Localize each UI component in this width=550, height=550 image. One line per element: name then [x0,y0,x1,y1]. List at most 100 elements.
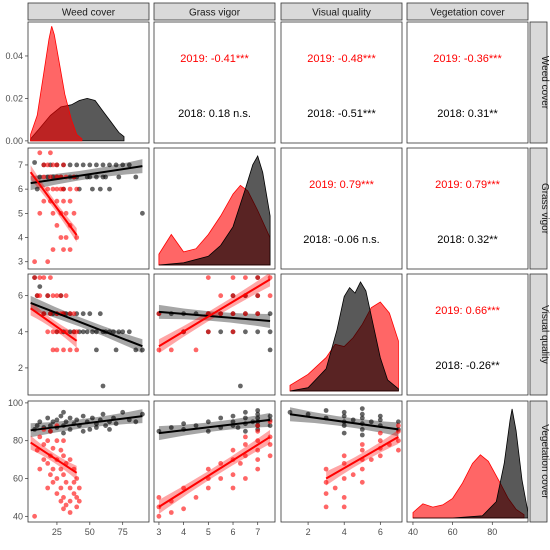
x-tick-label: 3 [156,527,161,537]
point-2018 [218,329,224,335]
point-2018 [305,411,311,417]
fit-line-2018 [30,415,143,432]
point-2019 [359,466,365,472]
point-2019 [156,513,162,519]
point-2018 [97,311,103,317]
point-2019 [58,293,64,299]
point-2019 [61,453,66,459]
point-2018 [267,311,273,317]
point-2018 [368,419,374,425]
point-2019 [50,293,56,299]
point-2019 [323,491,329,496]
point-2018 [103,423,108,428]
strip-right-weed-cover [529,21,548,144]
point-2019 [67,186,73,192]
point-2019 [67,347,73,353]
point-2019 [67,457,73,462]
point-2019 [54,223,60,228]
point-2018 [359,411,365,417]
fit-line-2019 [325,436,399,480]
point-2019 [205,485,211,491]
point-2019 [230,275,236,280]
fit-line-2018 [158,418,271,435]
point-2019 [61,162,66,168]
point-2018 [238,383,243,389]
point-2019 [48,150,53,156]
point-2019 [61,438,66,444]
point-2018 [341,409,347,415]
point-2018 [61,409,66,415]
point-2019 [48,311,53,317]
point-2018 [323,408,329,413]
point-2018 [113,162,119,168]
point-2019 [61,247,66,253]
point-2019 [58,235,64,240]
point-2018 [63,419,69,425]
point-2019 [359,479,365,485]
point-2018 [84,329,90,335]
point-2019 [45,329,51,335]
point-2018 [100,174,106,180]
point-2018 [133,347,139,353]
point-2019 [76,485,82,491]
point-2019 [50,162,56,168]
point-2019 [41,311,47,317]
y-tick-label: 6 [18,291,23,301]
fit-line-2018 [158,310,271,322]
correlation-2018-label: 2018: 0.32** [437,234,498,246]
x-tick-label: 80 [487,527,497,537]
point-2019 [37,210,43,216]
point-2019 [243,476,248,481]
point-2019 [230,485,236,491]
correlation-2018-label: 2018: -0.26** [435,360,500,372]
panel-r2-c1 [153,273,276,396]
fit-line-2019 [30,307,78,342]
point-2019 [255,293,261,299]
point-2018 [67,427,73,432]
x-tick-label: 75 [118,527,128,537]
point-2019 [332,485,338,491]
point-2019 [359,442,365,447]
point-2019 [193,347,199,353]
panel-r2-c3: 2019: 0.66*** 2018: -0.26** [406,273,529,396]
point-2018 [94,425,99,430]
point-2018 [133,419,139,425]
point-2018 [50,419,56,425]
point-2018 [243,415,248,421]
point-2019 [54,347,60,353]
point-2018 [61,430,66,436]
panel-r3-c3 [406,400,529,523]
point-2019 [205,466,211,472]
panel-r1-c1 [153,147,276,270]
point-2019 [168,347,174,353]
y-tick-label: 3 [18,257,23,267]
point-2018 [87,311,93,317]
point-2019 [50,347,56,353]
point-2019 [396,423,401,428]
point-2019 [45,186,51,192]
point-2019 [255,311,261,317]
point-2018 [267,423,273,428]
point-2019 [67,485,73,491]
point-2018 [37,419,43,425]
point-2018 [230,419,236,425]
x-tick-label: 4 [342,527,347,537]
point-2019 [32,259,37,265]
point-2019 [255,438,261,444]
point-2019 [396,447,401,453]
point-2019 [243,453,248,459]
point-2019 [377,430,383,436]
point-2019 [341,476,347,481]
fit-line-2018 [30,165,143,185]
point-2019 [168,510,174,515]
point-2019 [156,495,162,500]
correlation-2018-label: 2018: -0.06 n.s. [303,234,379,246]
point-2018 [80,162,86,168]
point-2019 [37,434,43,440]
point-2019 [243,442,248,447]
fit-line-2018 [289,413,399,431]
point-2018 [267,413,273,419]
density-2018-visual-quality [289,281,399,392]
point-2018 [377,413,383,419]
